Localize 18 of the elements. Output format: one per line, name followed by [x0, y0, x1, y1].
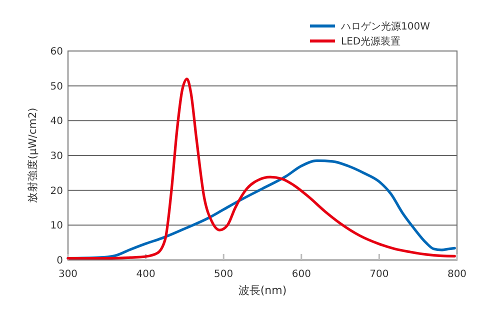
y-tick-label: 40 — [50, 116, 63, 128]
y-tick-label: 30 — [50, 151, 63, 162]
y-axis-title: 放射強度(μW/cm2) — [26, 108, 39, 204]
x-tick-label: 800 — [447, 269, 467, 280]
x-tick-label: 500 — [214, 269, 234, 280]
y-tick-label: 10 — [50, 220, 63, 232]
x-tick-label: 700 — [370, 269, 389, 280]
legend-label: LED光源装置 — [341, 36, 401, 48]
x-tick-label: 600 — [292, 269, 311, 280]
x-axis-title: 波長(nm) — [238, 284, 287, 297]
x-tick-label: 400 — [136, 269, 156, 280]
y-tick-label: 50 — [50, 81, 63, 92]
y-tick-label: 20 — [50, 186, 63, 197]
y-tick-label: 0 — [56, 256, 63, 266]
legend-label: ハロゲン光源100W — [340, 20, 430, 32]
y-tick-label: 60 — [50, 46, 63, 58]
line-series — [66, 78, 456, 260]
x-tick-label: 300 — [58, 269, 78, 280]
